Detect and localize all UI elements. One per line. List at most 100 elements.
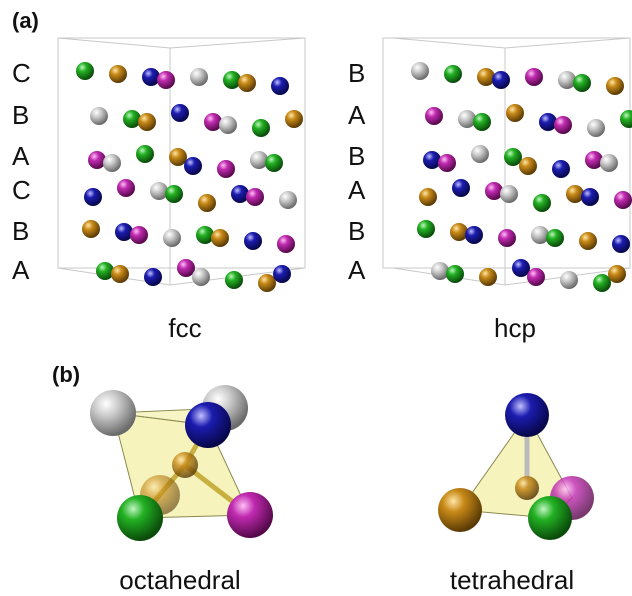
atom xyxy=(566,185,584,203)
atom xyxy=(438,154,456,172)
atom xyxy=(425,107,443,125)
atom xyxy=(258,274,276,292)
atom xyxy=(185,402,231,448)
layer-label: C xyxy=(12,175,31,205)
layer-label: B xyxy=(12,100,29,130)
caption: octahedral xyxy=(119,565,240,595)
layer-label: A xyxy=(12,255,30,285)
layer-label: A xyxy=(348,255,366,285)
atom xyxy=(169,148,187,166)
atom xyxy=(196,226,214,244)
atom xyxy=(620,110,632,128)
atom xyxy=(458,110,476,128)
layer-label: A xyxy=(348,175,366,205)
atom xyxy=(103,154,121,172)
atom xyxy=(246,188,264,206)
atom xyxy=(431,262,449,280)
atom xyxy=(473,113,491,131)
atom xyxy=(117,495,163,541)
atom xyxy=(252,119,270,137)
atom xyxy=(225,271,243,289)
atom xyxy=(505,393,549,437)
cell-box xyxy=(392,37,631,49)
caption: tetrahedral xyxy=(450,565,574,595)
atom xyxy=(192,268,210,286)
atom xyxy=(198,194,216,212)
layer-label: B xyxy=(348,216,365,246)
atom xyxy=(90,107,108,125)
atom xyxy=(546,229,564,247)
caption: fcc xyxy=(168,313,201,343)
atom xyxy=(492,71,510,89)
atom xyxy=(265,154,283,172)
atom xyxy=(211,229,229,247)
atom xyxy=(250,151,268,169)
atom xyxy=(419,188,437,206)
atom xyxy=(446,265,464,283)
atom xyxy=(585,151,603,169)
atom xyxy=(165,185,183,203)
atom xyxy=(217,160,235,178)
atom xyxy=(150,182,168,200)
atom xyxy=(525,68,543,86)
atom xyxy=(444,65,462,83)
layer-label: B xyxy=(12,216,29,246)
layer-label: B xyxy=(348,141,365,171)
atom xyxy=(581,188,599,206)
atom xyxy=(504,148,522,166)
atom xyxy=(136,145,154,163)
atom xyxy=(109,65,127,83)
atom xyxy=(84,188,102,206)
atom xyxy=(485,182,503,200)
atom xyxy=(606,77,624,95)
cell-edge xyxy=(392,267,631,286)
atom xyxy=(465,226,483,244)
atom xyxy=(450,223,468,241)
atom xyxy=(111,265,129,283)
atom xyxy=(452,179,470,197)
atom xyxy=(88,151,106,169)
panel-label: (a) xyxy=(12,8,39,33)
atom xyxy=(184,157,202,175)
layer-label: C xyxy=(12,58,31,88)
atom xyxy=(190,68,208,86)
atom xyxy=(512,259,530,277)
atom xyxy=(177,259,195,277)
atom xyxy=(244,232,262,250)
center-atom xyxy=(172,452,198,478)
atom xyxy=(527,268,545,286)
atom xyxy=(273,265,291,283)
atom xyxy=(219,116,237,134)
atom xyxy=(163,229,181,247)
atom xyxy=(411,62,429,80)
atom xyxy=(417,220,435,238)
atom xyxy=(579,232,597,250)
atom xyxy=(96,262,114,280)
atom xyxy=(573,74,591,92)
atom xyxy=(587,119,605,137)
atom xyxy=(438,488,482,532)
atom xyxy=(144,268,162,286)
atom xyxy=(612,235,630,253)
atom xyxy=(279,191,297,209)
layer-label: A xyxy=(12,141,30,171)
cell-edge xyxy=(57,267,306,286)
atom xyxy=(130,226,148,244)
atom xyxy=(223,71,241,89)
atom xyxy=(471,145,489,163)
atom xyxy=(500,185,518,203)
layer-label: B xyxy=(348,58,365,88)
atom xyxy=(593,274,611,292)
atom xyxy=(171,104,189,122)
atom xyxy=(608,265,626,283)
atom xyxy=(552,160,570,178)
atom xyxy=(204,113,222,131)
atom xyxy=(506,104,524,122)
atom xyxy=(498,229,516,247)
atom xyxy=(477,68,495,86)
atoms xyxy=(57,37,632,541)
atom xyxy=(76,62,94,80)
atom xyxy=(614,191,632,209)
atom xyxy=(138,113,156,131)
atom xyxy=(528,496,572,540)
